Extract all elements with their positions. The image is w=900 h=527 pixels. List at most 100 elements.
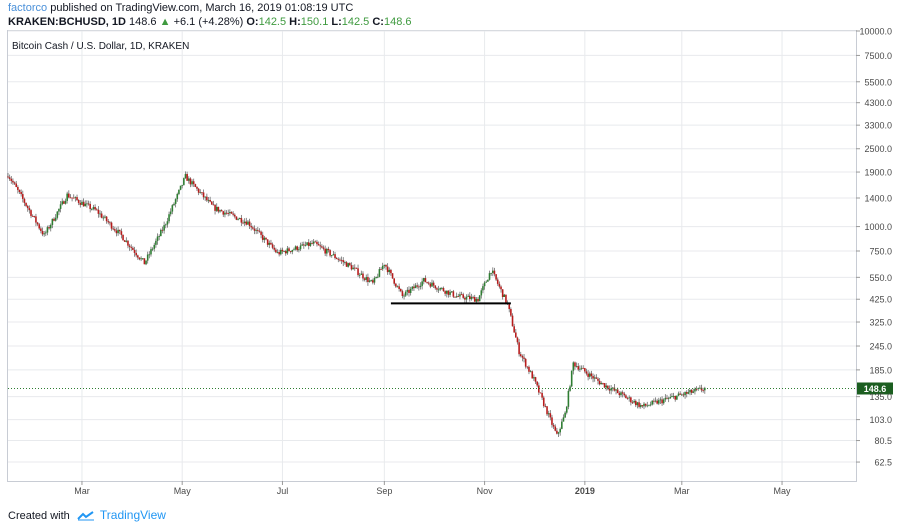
candle-up	[365, 277, 368, 280]
candle-down	[515, 332, 517, 338]
candle-down	[196, 186, 198, 189]
close-label: C:	[372, 16, 384, 28]
candle-down	[329, 250, 331, 256]
candle-down	[186, 174, 188, 181]
candle-up	[237, 219, 239, 220]
candle-down	[536, 381, 538, 386]
candle-down	[623, 393, 626, 396]
candle-down	[112, 228, 114, 230]
author-link[interactable]: factorco	[8, 2, 48, 14]
symbol-legend: KRAKEN:BCHUSD, 1D 148.6 ▲ +6.1 (+4.28%) …	[8, 16, 412, 28]
candle-down	[248, 221, 251, 227]
candle-up	[639, 405, 642, 407]
candle-down	[524, 358, 527, 367]
candle-up	[567, 390, 570, 407]
candle-down	[137, 255, 139, 258]
candle-down	[25, 202, 27, 206]
candle-up	[559, 428, 561, 433]
y-tick-label: 135.0	[869, 392, 892, 402]
candle-up	[181, 184, 184, 186]
candle-up	[483, 282, 486, 287]
candle-up	[565, 406, 568, 413]
candle-down	[695, 388, 698, 390]
candle-down	[582, 367, 584, 369]
candle-down	[225, 212, 228, 214]
candle-up	[59, 204, 62, 209]
price-chart[interactable]: Bitcoin Cash / U.S. Dollar, 1D, KRAKEN 1…	[0, 0, 900, 500]
candle-down	[253, 228, 256, 231]
candle-up	[286, 248, 289, 254]
candle-up	[704, 387, 706, 391]
candle-down	[192, 181, 195, 185]
candle-up	[283, 251, 285, 252]
candle-down	[363, 278, 366, 280]
candle-down	[500, 286, 502, 290]
candle-down	[109, 222, 111, 224]
candle-down	[35, 216, 37, 223]
candle-down	[260, 231, 262, 235]
candle-down	[271, 244, 274, 248]
candle-up	[140, 258, 142, 260]
candle-up	[422, 278, 425, 282]
candle-up	[187, 178, 190, 181]
candle-down	[464, 297, 466, 300]
y-tick-label: 245.0	[869, 342, 892, 352]
candle-down	[434, 285, 437, 289]
candle-down	[12, 180, 14, 183]
tradingview-brand[interactable]: TradingView	[99, 508, 166, 522]
candle-up	[164, 224, 167, 226]
price-axis[interactable]: 62.5 80.5 103.0 135.0 185.0 245.0 325.0 425.0 55…	[856, 27, 892, 468]
candle-up	[445, 290, 448, 294]
candle-down	[682, 394, 685, 396]
candle-up	[487, 279, 489, 282]
candle-up	[150, 249, 152, 255]
candle-down	[339, 259, 341, 261]
candle-down	[314, 241, 317, 243]
header-bar: factorco published on TradingView.com, M…	[0, 0, 900, 30]
candle-down	[531, 371, 534, 379]
candle-up	[643, 403, 645, 407]
candle-down	[355, 267, 358, 269]
candle-down	[303, 244, 305, 246]
candle-up	[247, 221, 249, 225]
last-price-tag-label: 148.6	[864, 384, 887, 394]
candle-up	[485, 281, 488, 283]
candle-down	[284, 251, 287, 254]
candle-up	[441, 287, 443, 289]
candle-down	[597, 378, 599, 381]
candle-up	[58, 208, 60, 212]
candle-down	[68, 193, 70, 198]
candle-down	[133, 249, 136, 253]
candle-down	[100, 213, 103, 218]
candle-up	[151, 248, 154, 250]
candle-down	[626, 398, 629, 399]
candle-down	[621, 392, 624, 394]
candle-down	[656, 400, 658, 404]
y-tick-label: 3300.0	[864, 121, 892, 131]
candle-up	[376, 276, 379, 278]
candle-up	[301, 244, 303, 246]
candle-up	[547, 413, 550, 415]
candle-down	[202, 192, 205, 198]
candle-up	[470, 296, 473, 300]
candle-down	[616, 389, 619, 394]
candle-down	[261, 234, 264, 240]
candle-down	[71, 197, 73, 199]
candle-down	[679, 393, 681, 395]
candle-down	[18, 189, 21, 192]
candle-down	[526, 366, 529, 368]
candle-up	[168, 214, 170, 222]
candle-up	[406, 289, 409, 292]
candle-up	[488, 273, 491, 280]
candle-down	[634, 400, 637, 406]
candle-up	[243, 221, 246, 224]
candle-up	[171, 205, 174, 212]
candle-down	[316, 241, 318, 245]
candle-down	[674, 395, 677, 400]
time-axis[interactable]: Mar May Jul Sep Nov 2019 Mar May	[74, 481, 791, 496]
y-tick-label: 2500.0	[864, 144, 892, 154]
candle-down	[245, 221, 248, 225]
candle-down	[511, 315, 514, 327]
candle-up	[61, 201, 64, 205]
y-tick-label: 7500.0	[864, 51, 892, 61]
